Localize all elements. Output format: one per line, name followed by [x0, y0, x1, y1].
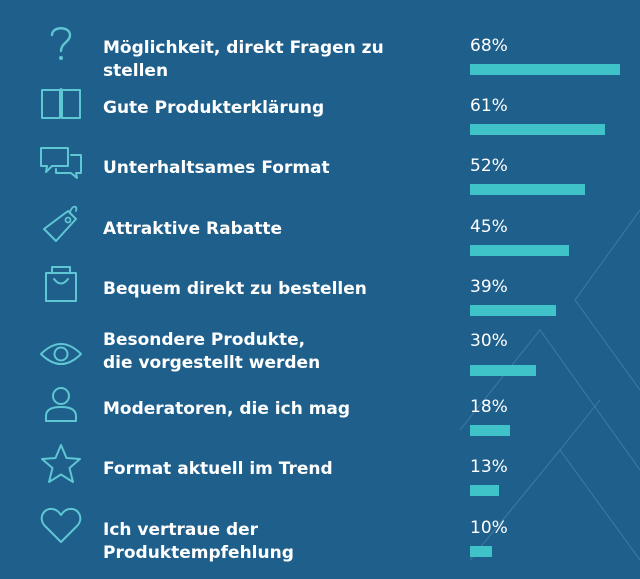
person-icon: [38, 381, 84, 427]
chart-row: Ich vertraue der Produktempfehlung 10%: [0, 502, 640, 563]
chart-row: Format aktuell im Trend 13%: [0, 441, 640, 501]
bar: [470, 365, 536, 376]
value-label: 10%: [470, 518, 508, 538]
chart-row: Möglichkeit, direkt Fragen zu stellen 68%: [0, 20, 640, 81]
category-label: Format aktuell im Trend: [103, 459, 333, 479]
price-tag-icon: [38, 201, 84, 247]
category-label: Möglichkeit, direkt Fragen zu stellen: [103, 38, 384, 81]
category-label: Unterhaltsames Format: [103, 158, 330, 178]
chart-row: Gute Produkterklärung 61%: [0, 80, 640, 140]
value-label: 52%: [470, 156, 508, 176]
heart-icon: [38, 502, 84, 548]
bar: [470, 546, 492, 557]
value-label: 13%: [470, 457, 508, 477]
chart-row: Unterhaltsames Format 52%: [0, 140, 640, 200]
bar: [470, 425, 510, 436]
category-label: Besondere Produkte, die vorgestellt werd…: [103, 330, 321, 373]
value-label: 68%: [470, 36, 508, 56]
bar: [470, 245, 569, 256]
eye-icon: [38, 331, 84, 377]
value-label: 45%: [470, 217, 508, 237]
chart-row: Attraktive Rabatte 45%: [0, 201, 640, 261]
chart-row: Bequem direkt zu bestellen 39%: [0, 261, 640, 321]
question-mark-icon: [38, 20, 84, 66]
category-label: Moderatoren, die ich mag: [103, 399, 351, 419]
value-label: 30%: [470, 331, 508, 351]
chart-row: Besondere Produkte, die vorgestellt werd…: [0, 321, 640, 381]
category-label: Ich vertraue der Produktempfehlung: [103, 520, 294, 563]
category-label: Bequem direkt zu bestellen: [103, 279, 367, 299]
category-label: Attraktive Rabatte: [103, 219, 283, 239]
bar: [470, 305, 556, 316]
value-label: 39%: [470, 277, 508, 297]
value-label: 18%: [470, 397, 508, 417]
star-icon: [38, 441, 84, 487]
bar: [470, 124, 605, 135]
value-label: 61%: [470, 96, 508, 116]
bar: [470, 485, 499, 496]
category-label: Gute Produkterklärung: [103, 98, 325, 118]
chat-bubbles-icon: [38, 140, 84, 186]
bar: [470, 184, 585, 195]
bar: [470, 64, 620, 75]
shopping-bag-icon: [38, 261, 84, 307]
open-book-icon: [38, 80, 84, 126]
chart-row: Moderatoren, die ich mag 18%: [0, 381, 640, 441]
